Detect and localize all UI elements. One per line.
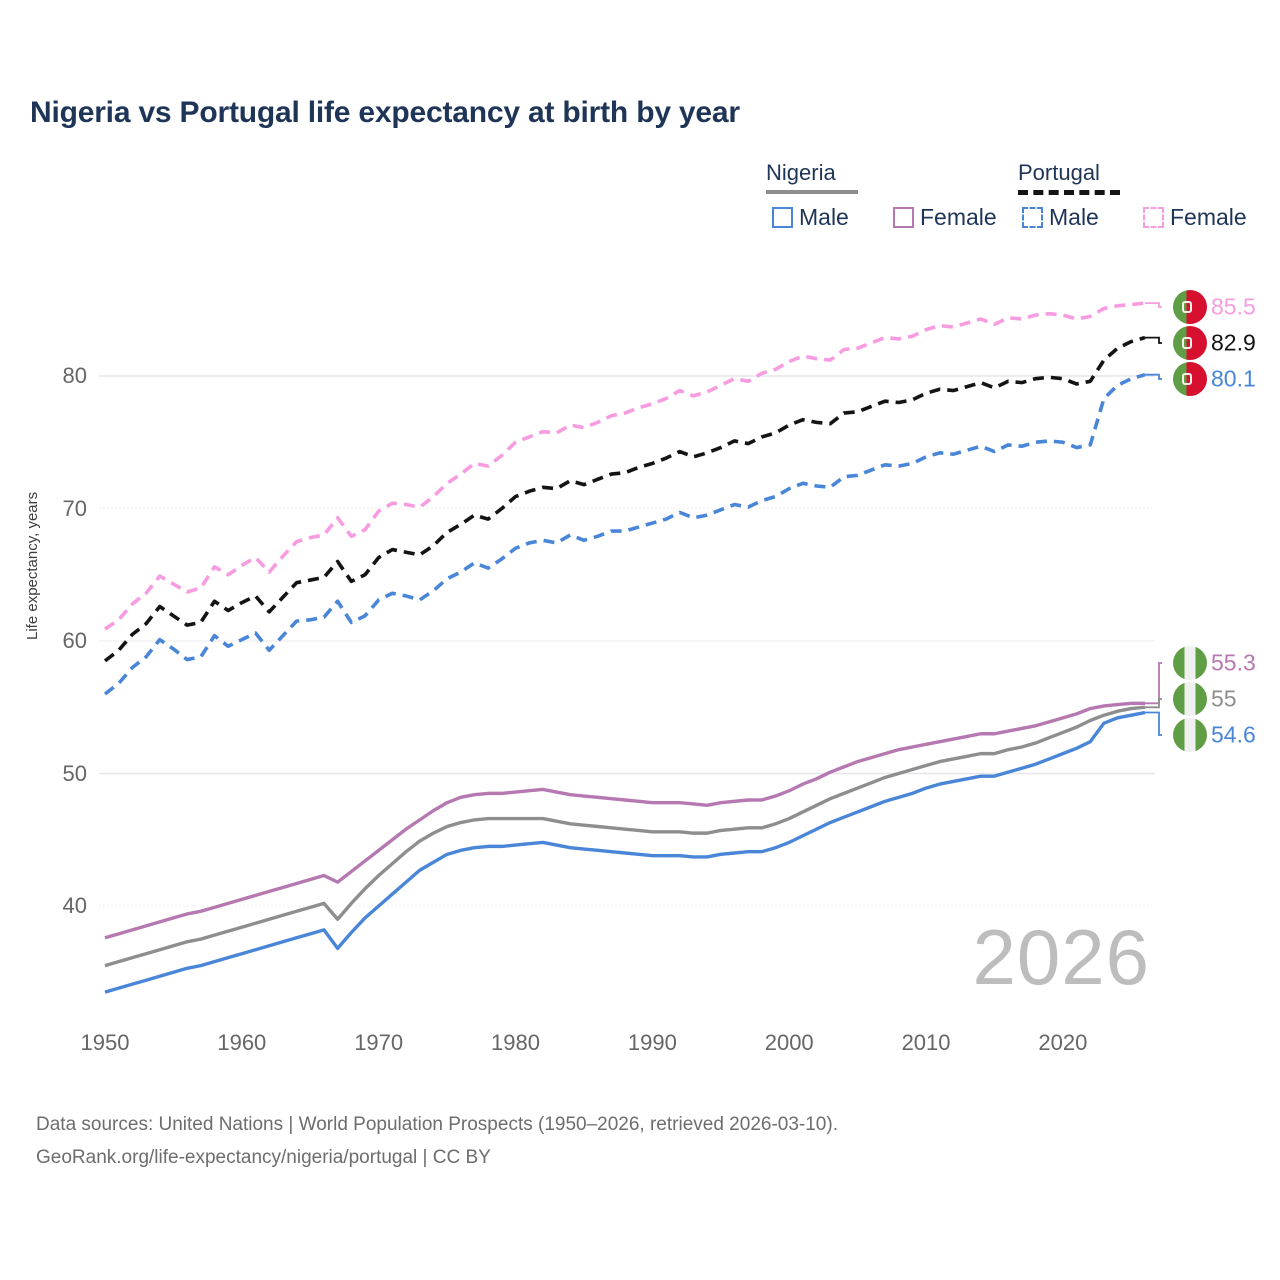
series-line-portugal-male: [103, 372, 1146, 696]
legend-swatch-nigeria-female: [893, 207, 914, 228]
end-value-label-portugal-total: 82.9: [1211, 329, 1256, 356]
flag-marker-nigeria-female: [1173, 646, 1207, 680]
x-tick-label-1970: 1970: [354, 1030, 404, 1055]
legend-label-nigeria-male: Male: [799, 204, 849, 230]
year-watermark: 2026: [972, 913, 1150, 1001]
legend-swatch-portugal-male: [1022, 207, 1043, 228]
footer-credits: Data sources: United Nations | World Pop…: [36, 1108, 838, 1175]
end-connector-portugal-female: [1145, 302, 1162, 308]
legend-label-portugal-male: Male: [1049, 204, 1099, 230]
end-connector-nigeria-total: [1145, 698, 1162, 709]
flag-marker-portugal-total: [1173, 326, 1207, 360]
series-line-nigeria-total: [104, 705, 1146, 968]
end-connector-portugal-male: [1145, 373, 1162, 380]
y-tick-label-40: 40: [62, 893, 87, 918]
legend-item-nigeria-female[interactable]: Female: [893, 206, 997, 229]
x-tick-label-2020: 2020: [1038, 1030, 1088, 1055]
end-connector-portugal-total: [1145, 336, 1162, 344]
x-tick-label-2010: 2010: [901, 1030, 951, 1055]
x-tick-label-1950: 1950: [80, 1030, 130, 1055]
y-tick-label-50: 50: [62, 760, 87, 786]
footer-line-1: Data sources: United Nations | World Pop…: [36, 1114, 838, 1135]
chart-legend: Nigeria Portugal Male Female Male Female: [760, 160, 1260, 240]
series-line-portugal-total: [103, 335, 1146, 663]
series-line-portugal-female: [103, 301, 1146, 631]
legend-group-portugal-title: Portugal: [1018, 160, 1100, 185]
end-value-label-nigeria-male: 54.6: [1211, 721, 1256, 748]
x-tick-label-1990: 1990: [627, 1030, 677, 1055]
legend-item-nigeria-male[interactable]: Male: [772, 206, 849, 229]
legend-label-nigeria-female: Female: [920, 204, 997, 230]
flag-marker-nigeria-total: [1173, 682, 1207, 716]
footer-line-2: GeoRank.org/life-expectancy/nigeria/port…: [36, 1147, 491, 1169]
legend-group-nigeria-title: Nigeria: [766, 160, 836, 185]
y-tick-label-60: 60: [62, 628, 87, 653]
legend-group-nigeria-rule: [766, 190, 858, 194]
legend-swatch-nigeria-male: [772, 207, 793, 228]
end-value-label-nigeria-total: 55: [1211, 685, 1237, 712]
y-tick-label-70: 70: [62, 495, 87, 521]
flag-marker-portugal-male: [1173, 362, 1207, 396]
end-connector-nigeria-male: [1145, 711, 1162, 736]
x-tick-label-1960: 1960: [217, 1030, 267, 1055]
end-value-label-portugal-male: 80.1: [1211, 365, 1256, 392]
end-connector-nigeria-female: [1145, 662, 1162, 705]
flag-marker-nigeria-male: [1173, 718, 1207, 752]
legend-item-portugal-female[interactable]: Female: [1143, 206, 1247, 229]
series-line-nigeria-male: [104, 710, 1146, 994]
x-tick-label-1980: 1980: [491, 1030, 540, 1055]
legend-swatch-portugal-female: [1143, 207, 1164, 228]
flag-marker-portugal-female: [1173, 290, 1207, 324]
legend-label-portugal-female: Female: [1170, 204, 1247, 230]
page-title: Nigeria vs Portugal life expectancy at b…: [30, 96, 740, 129]
x-tick-label-2000: 2000: [764, 1030, 814, 1055]
series-line-nigeria-female: [104, 701, 1145, 940]
legend-item-portugal-male[interactable]: Male: [1022, 206, 1099, 229]
end-value-label-portugal-female: 85.5: [1211, 293, 1256, 320]
end-value-label-nigeria-female: 55.3: [1211, 649, 1256, 676]
y-tick-label-80: 80: [62, 363, 87, 388]
legend-group-portugal-rule: [1018, 190, 1120, 195]
